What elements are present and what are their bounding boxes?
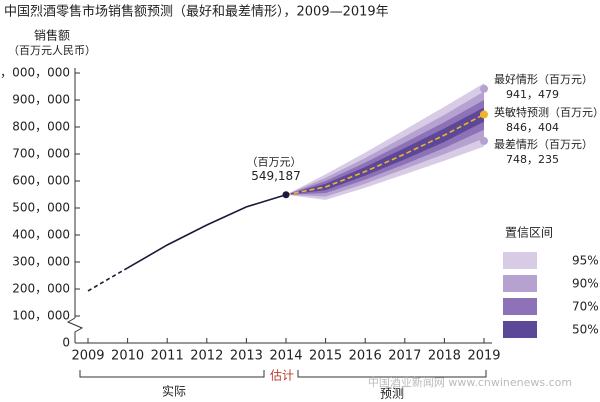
- forecast-line: [285, 113, 485, 196]
- legend-swatch: [503, 275, 537, 292]
- annotation: （百万元）: [247, 156, 302, 169]
- y-tick-label: 100，000: [12, 309, 70, 323]
- axis-break: [66, 317, 84, 343]
- scenario-label: 最好情形（百万元）: [494, 72, 593, 86]
- period-bracket: [297, 370, 487, 378]
- period-bracket: [79, 370, 265, 378]
- x-tick-label: 2014: [269, 349, 302, 364]
- legend-title: 置信区间: [505, 226, 553, 240]
- y-tick-label: 400，000: [12, 228, 70, 242]
- y-tick-label: 700，000: [12, 147, 70, 161]
- period-label: 实际: [162, 384, 186, 399]
- x-tick-label: 2015: [309, 349, 342, 364]
- scenario-label: 最差情形（百万元）: [494, 137, 593, 151]
- period-label: 估计: [270, 369, 294, 383]
- y-tick-label: 500，000: [12, 201, 70, 215]
- legend-label: 50%: [572, 323, 599, 337]
- confidence-band: [286, 100, 484, 195]
- confidence-band: [286, 83, 484, 200]
- y-tick-label: 600，000: [12, 174, 70, 188]
- legend-swatch: [503, 252, 537, 269]
- scenario-point: [480, 110, 488, 119]
- scenario-point: [480, 84, 488, 93]
- y-tick-label: 1，000，000: [0, 66, 70, 80]
- y-tick-label: 800，000: [12, 120, 70, 134]
- y-tick-label: 0: [62, 336, 70, 350]
- x-tick-label: 2019: [467, 349, 500, 364]
- y-tick-label: 300，000: [12, 255, 70, 269]
- x-tick-label: 2013: [230, 349, 263, 364]
- period-label: 预测: [380, 387, 404, 401]
- scenario-label: 英敏特预测（百万元）: [494, 105, 600, 119]
- legend-label: 70%: [572, 300, 599, 314]
- x-tick-label: 2016: [349, 349, 382, 364]
- y-tick-label: 200，000: [12, 282, 70, 296]
- x-tick-label: 2010: [111, 349, 144, 364]
- legend-swatch: [503, 298, 537, 315]
- scenario-value: 748，235: [506, 153, 559, 166]
- legend-label: 95%: [572, 254, 599, 268]
- annotation: 549,187: [251, 169, 301, 183]
- scenario-point: [480, 136, 488, 145]
- chart-title: 中国烈酒零售市场销售额预测（最好和最差情形），2009—2019年: [4, 4, 389, 20]
- legend-swatch: [503, 321, 537, 338]
- actual-point: [282, 191, 290, 199]
- x-tick-label: 2012: [190, 349, 223, 364]
- scenario-value: 941，479: [506, 88, 559, 101]
- x-tick-label: 2017: [388, 349, 421, 364]
- x-tick-label: 2009: [71, 349, 104, 364]
- watermark: 中国酒业新闻网 www.cnwinenews.com: [368, 375, 572, 389]
- actual-line: [87, 267, 129, 292]
- y-axis-unit: （百万元人民币）: [8, 44, 96, 57]
- x-tick-label: 2018: [428, 349, 461, 364]
- x-tick-label: 2011: [151, 349, 184, 364]
- legend-label: 90%: [572, 277, 599, 291]
- y-tick-label: 900，000: [12, 93, 70, 107]
- scenario-value: 846，404: [506, 121, 559, 134]
- y-axis-label: 销售额: [34, 28, 70, 43]
- actual-line: [127, 193, 287, 269]
